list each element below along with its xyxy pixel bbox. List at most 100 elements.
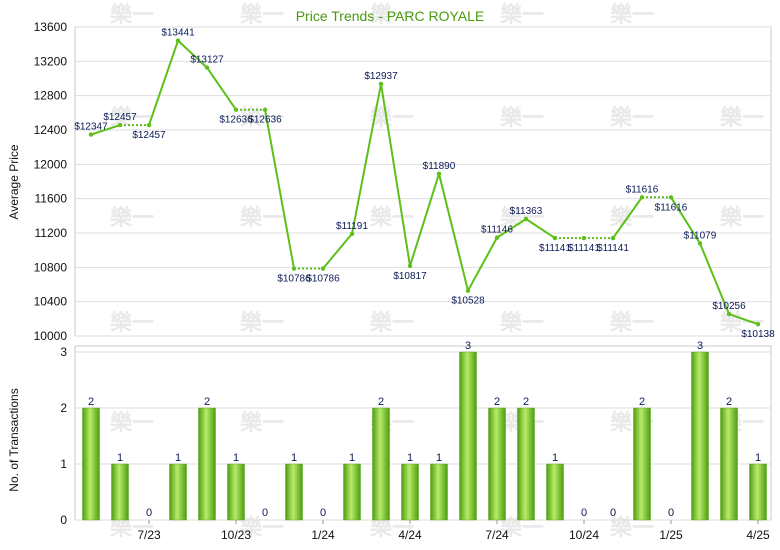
watermark-text: 樂一 (720, 205, 764, 231)
price-line-segment (438, 173, 469, 291)
transactions-bar (430, 463, 448, 521)
price-line-segment (670, 196, 701, 244)
transactions-data-label: 2 (88, 396, 94, 408)
transactions-data-label: 1 (755, 452, 761, 464)
price-point (726, 311, 732, 317)
transactions-data-label: 2 (204, 396, 210, 408)
price-data-label: $11191 (336, 221, 368, 232)
transactions-y-axis-title: No. of Transactions (7, 388, 21, 491)
watermark-text: 樂一 (240, 2, 284, 28)
transactions-data-label: 2 (639, 396, 645, 408)
price-point (262, 107, 268, 112)
transactions-x-ticks: 7/23 10/23 1/24 4/24 7/24 10/24 1/25 4/25 (137, 520, 770, 542)
x-tick-label: 7/24 (485, 528, 509, 542)
transactions-data-label: 1 (175, 452, 181, 464)
transactions-data-label: 1 (552, 452, 558, 464)
price-grid (75, 26, 771, 337)
transactions-bar (227, 463, 245, 521)
price-data-label: $12457 (103, 112, 137, 123)
price-point (465, 288, 471, 293)
x-tick-label: 1/24 (311, 528, 335, 542)
price-y-tick-label: 10000 (34, 329, 68, 343)
price-data-labels: $12347$12457$12457$13441$13127$12636$126… (74, 28, 775, 341)
price-line-series (88, 38, 761, 327)
price-point (88, 132, 94, 137)
watermark-text: 樂一 (240, 105, 284, 131)
transactions-data-label: 3 (697, 340, 703, 352)
price-line-segment (264, 109, 295, 269)
transactions-data-label: 1 (117, 452, 123, 464)
x-tick-label: 1/25 (659, 528, 683, 542)
price-point (755, 321, 761, 327)
price-line-segment (699, 243, 730, 315)
price-y-tick-label: 12400 (34, 123, 68, 137)
transactions-bar (343, 463, 361, 521)
transactions-bar (749, 463, 767, 521)
watermark-text: 樂一 (240, 205, 284, 231)
price-point (291, 266, 297, 271)
watermark-text: 樂一 (110, 205, 154, 231)
transactions-data-label: 0 (320, 507, 326, 519)
transactions-bar (169, 463, 187, 521)
price-point (233, 107, 239, 112)
price-data-label: $12636 (219, 115, 253, 126)
price-data-label: $10256 (712, 301, 746, 312)
watermark-text: 樂一 (610, 2, 654, 28)
transactions-bar (285, 463, 303, 521)
watermark-text: 樂一 (500, 2, 544, 28)
watermark-text: 樂一 (720, 105, 764, 131)
price-line-segment (90, 124, 121, 136)
watermark-text: 樂一 (240, 515, 284, 541)
transactions-data-label: 0 (668, 507, 674, 519)
transactions-data-label: 0 (610, 507, 616, 519)
transactions-data-label: 1 (407, 452, 413, 464)
price-point (639, 195, 645, 200)
price-data-label: $10528 (451, 296, 485, 307)
watermark-text: 樂一 (240, 310, 284, 336)
price-y-tick-label: 13600 (34, 20, 68, 34)
price-line-segment (148, 40, 179, 126)
transactions-data-label: 0 (581, 507, 587, 519)
price-y-tick-label: 12000 (34, 157, 68, 171)
price-data-label: $10786 (277, 274, 311, 285)
price-point (175, 38, 181, 43)
transactions-y-ticks: 0 1 2 3 (60, 345, 67, 527)
transactions-data-label: 2 (726, 396, 732, 408)
watermark-text: 樂一 (110, 310, 154, 336)
price-data-label: $12347 (74, 122, 108, 133)
price-data-label: $11363 (510, 206, 543, 217)
transactions-bar (111, 463, 129, 521)
watermark-text: 樂一 (370, 310, 414, 336)
transactions-bar (82, 407, 100, 521)
transactions-data-label: 3 (465, 340, 471, 352)
watermark-text: 樂一 (500, 105, 544, 131)
watermark-text: 樂一 (370, 105, 414, 131)
transactions-data-label: 0 (146, 507, 152, 519)
price-y-tick-label: 10400 (34, 295, 68, 309)
transactions-bar (198, 407, 216, 521)
price-data-label: $12937 (364, 71, 398, 82)
price-point (523, 216, 529, 222)
price-point (407, 263, 413, 269)
transactions-data-label: 2 (523, 396, 529, 408)
transactions-bar (633, 407, 651, 521)
watermark-text: 樂一 (610, 310, 654, 336)
price-point (378, 81, 384, 87)
price-data-label: $11141 (597, 243, 629, 254)
price-line-segment (496, 218, 527, 239)
price-y-tick-label: 13200 (34, 54, 68, 68)
price-line-segment (728, 313, 759, 326)
transactions-data-label: 2 (378, 396, 384, 408)
transactions-bar (517, 407, 535, 521)
price-point (552, 235, 558, 241)
price-point (436, 171, 442, 176)
transactions-bar (372, 407, 390, 521)
price-point (697, 241, 703, 246)
x-tick-label: 4/24 (398, 528, 422, 542)
transactions-data-labels: 2 1 0 1 2 1 0 1 0 1 2 1 1 3 2 2 1 0 0 2 0 3 2 1 (88, 340, 761, 519)
price-data-label: $11616 (655, 202, 688, 213)
price-line-segment (525, 218, 556, 239)
price-line-segment (467, 237, 498, 292)
x-tick-label: 7/23 (137, 528, 161, 542)
